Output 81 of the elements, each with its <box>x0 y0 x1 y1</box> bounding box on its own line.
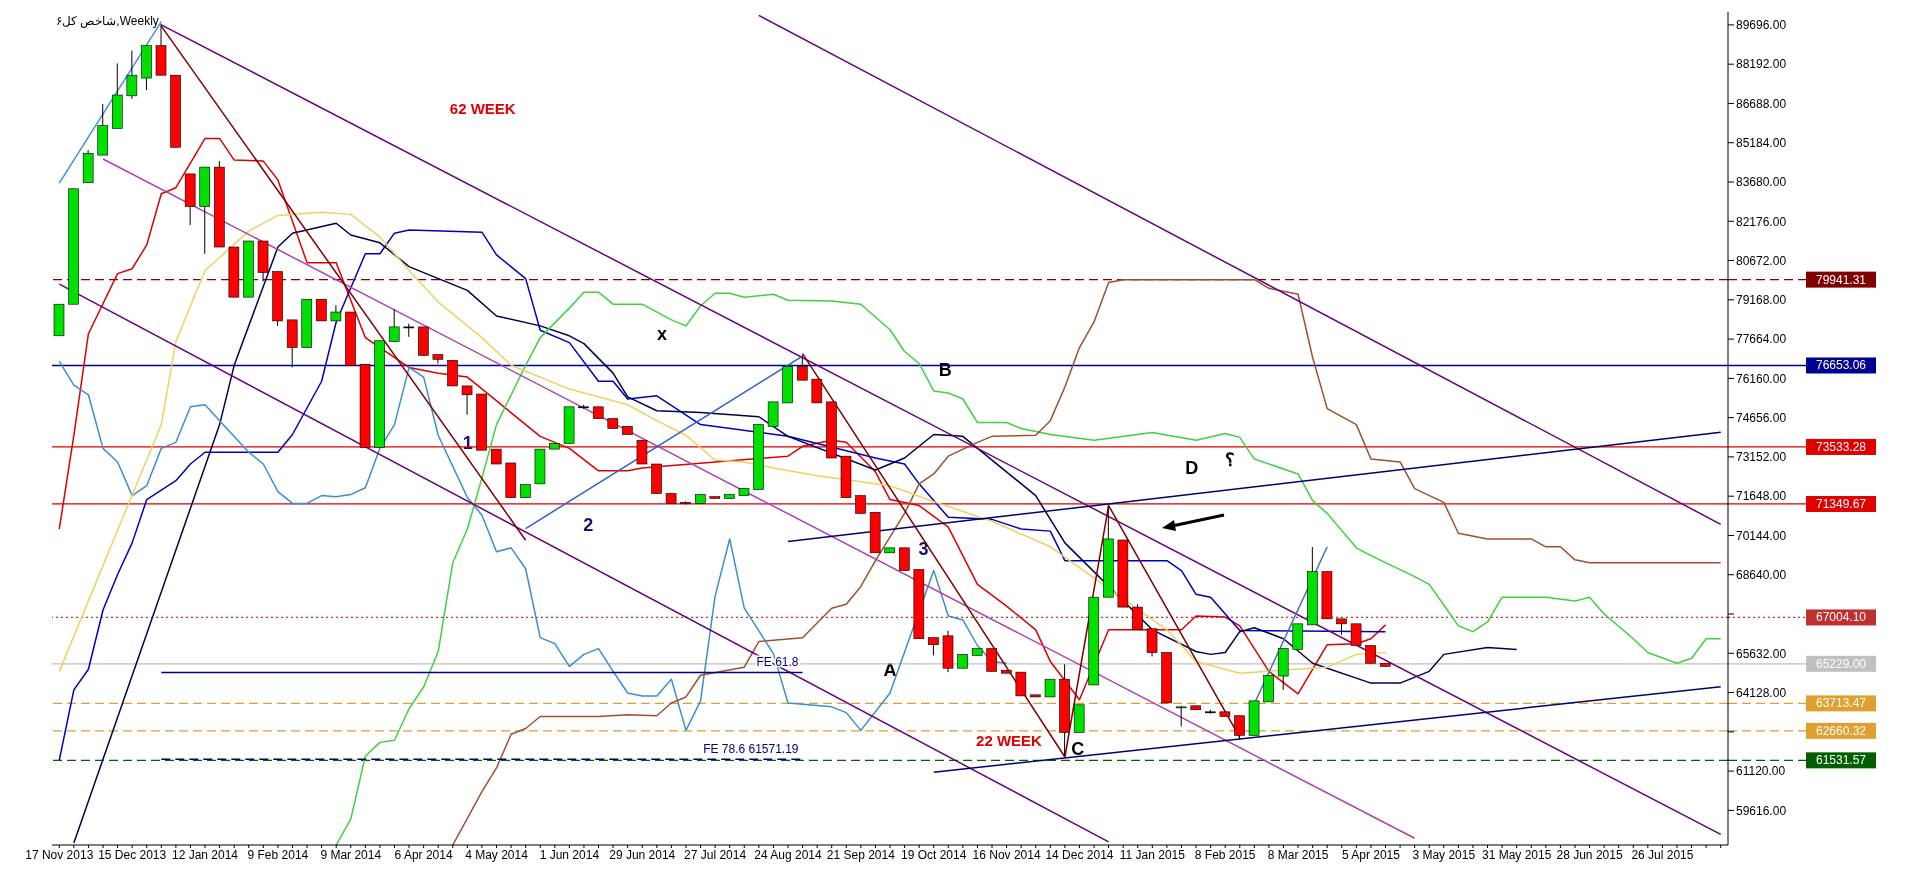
y-tick-label: 70144.00 <box>1736 528 1787 543</box>
x-tick-label: 29 Jun 2014 <box>609 847 676 862</box>
annotation: D <box>1185 458 1199 479</box>
y-tick-label: 85184.00 <box>1736 135 1787 150</box>
annotation: 2 <box>583 515 594 536</box>
annotation: ؟ <box>1225 450 1236 471</box>
x-tick-label: 12 Jan 2014 <box>171 847 239 862</box>
x-tick-label: 15 Dec 2013 <box>98 847 167 862</box>
y-tick-label: 74656.00 <box>1736 410 1787 425</box>
line-series <box>58 211 1387 674</box>
candlestick <box>388 308 400 343</box>
x-tick-label: 6 Apr 2014 <box>394 847 453 862</box>
y-tick-label: 65632.00 <box>1736 646 1787 661</box>
y-tick-label: 64128.00 <box>1736 685 1787 700</box>
ref-line-label: 67004.10 <box>1815 610 1867 625</box>
candlestick <box>1132 603 1143 631</box>
ref-line-label: 71349.67 <box>1815 496 1867 511</box>
series-label: FE 78.6 61571.19 <box>703 742 799 757</box>
line-series <box>58 360 1008 732</box>
candlestick <box>461 385 473 416</box>
annotation: 22 WEEK <box>976 731 1043 749</box>
ref-line-label: 65229.00 <box>1815 656 1867 671</box>
y-tick-label: 59616.00 <box>1736 803 1787 818</box>
y-tick-label: 82176.00 <box>1736 214 1787 229</box>
y-tick-label: 77664.00 <box>1736 332 1787 347</box>
ref-line-label: 79941.31 <box>1815 272 1867 287</box>
ref-line-label: 73533.28 <box>1815 439 1867 454</box>
candlestick <box>636 439 648 465</box>
x-tick-label: 16 Nov 2014 <box>972 847 1041 862</box>
candlestick <box>1146 628 1158 657</box>
candlestick <box>1015 671 1027 697</box>
x-tick-label: 5 Apr 2015 <box>1341 847 1401 862</box>
y-tick-label: 61120.00 <box>1736 764 1786 779</box>
annotation: 62 WEEK <box>449 99 516 117</box>
ref-line-label: 61531.57 <box>1815 753 1867 768</box>
x-tick-label: 27 Jul 2014 <box>684 847 747 862</box>
y-tick-label: 76160.00 <box>1736 371 1787 386</box>
ref-line-label: 62660.32 <box>1815 723 1867 738</box>
y-tick-label: 83680.00 <box>1736 175 1787 190</box>
x-tick-label: 3 May 2015 <box>1412 847 1476 862</box>
candlestick <box>796 354 808 381</box>
y-tick-label: 73152.00 <box>1736 450 1787 465</box>
y-tick-label: 80672.00 <box>1736 253 1787 268</box>
x-tick-label: 8 Feb 2015 <box>1194 847 1256 862</box>
x-tick-label: 14 Dec 2014 <box>1045 847 1114 862</box>
candlestick <box>126 50 138 100</box>
ref-line-label: 63713.47 <box>1815 696 1867 711</box>
candlestick <box>986 648 998 672</box>
x-tick-label: 19 Oct 2014 <box>901 847 967 862</box>
x-tick-label: 28 Jun 2015 <box>1556 847 1623 862</box>
candlestick <box>1350 623 1362 646</box>
annotation: C <box>1071 739 1085 760</box>
annotation: A <box>883 660 897 681</box>
y-tick-label: 88192.00 <box>1736 57 1787 72</box>
y-tick-label: 68640.00 <box>1736 567 1787 582</box>
candlestick <box>316 298 327 322</box>
x-tick-label: 4 May 2014 <box>465 847 529 862</box>
ref-line-label: 76653.06 <box>1815 358 1867 373</box>
y-tick-label: 79168.00 <box>1736 293 1787 308</box>
series-label: FE 61.8 <box>756 655 799 670</box>
x-tick-label: 9 Mar 2014 <box>320 847 382 862</box>
x-tick-label: 31 May 2015 <box>1481 847 1552 862</box>
x-tick-label: 26 Jul 2015 <box>1631 847 1694 862</box>
x-tick-label: 17 Nov 2013 <box>25 847 94 862</box>
candlestick <box>898 547 910 572</box>
y-tick-label: 86688.00 <box>1736 96 1787 111</box>
line-series <box>73 222 1518 844</box>
candlestick <box>1234 715 1245 740</box>
x-tick-label: 21 Sep 2014 <box>826 847 896 862</box>
candlestick <box>811 378 823 404</box>
annotation: 3 <box>918 539 929 560</box>
chart-title: شاخص کل۶,Weekly <box>56 14 159 28</box>
x-tick-label: 1 Jun 2014 <box>539 847 600 862</box>
y-tick-label: 71648.00 <box>1736 489 1787 504</box>
annotation: x <box>657 324 668 345</box>
x-tick-label: 8 Mar 2015 <box>1267 847 1329 862</box>
x-tick-label: 24 Aug 2014 <box>754 847 823 862</box>
line-series <box>58 229 1387 761</box>
y-tick-label: 89696.00 <box>1736 18 1787 33</box>
x-tick-label: 11 Jan 2015 <box>1119 847 1186 862</box>
x-tick-label: 9 Feb 2014 <box>247 847 309 862</box>
